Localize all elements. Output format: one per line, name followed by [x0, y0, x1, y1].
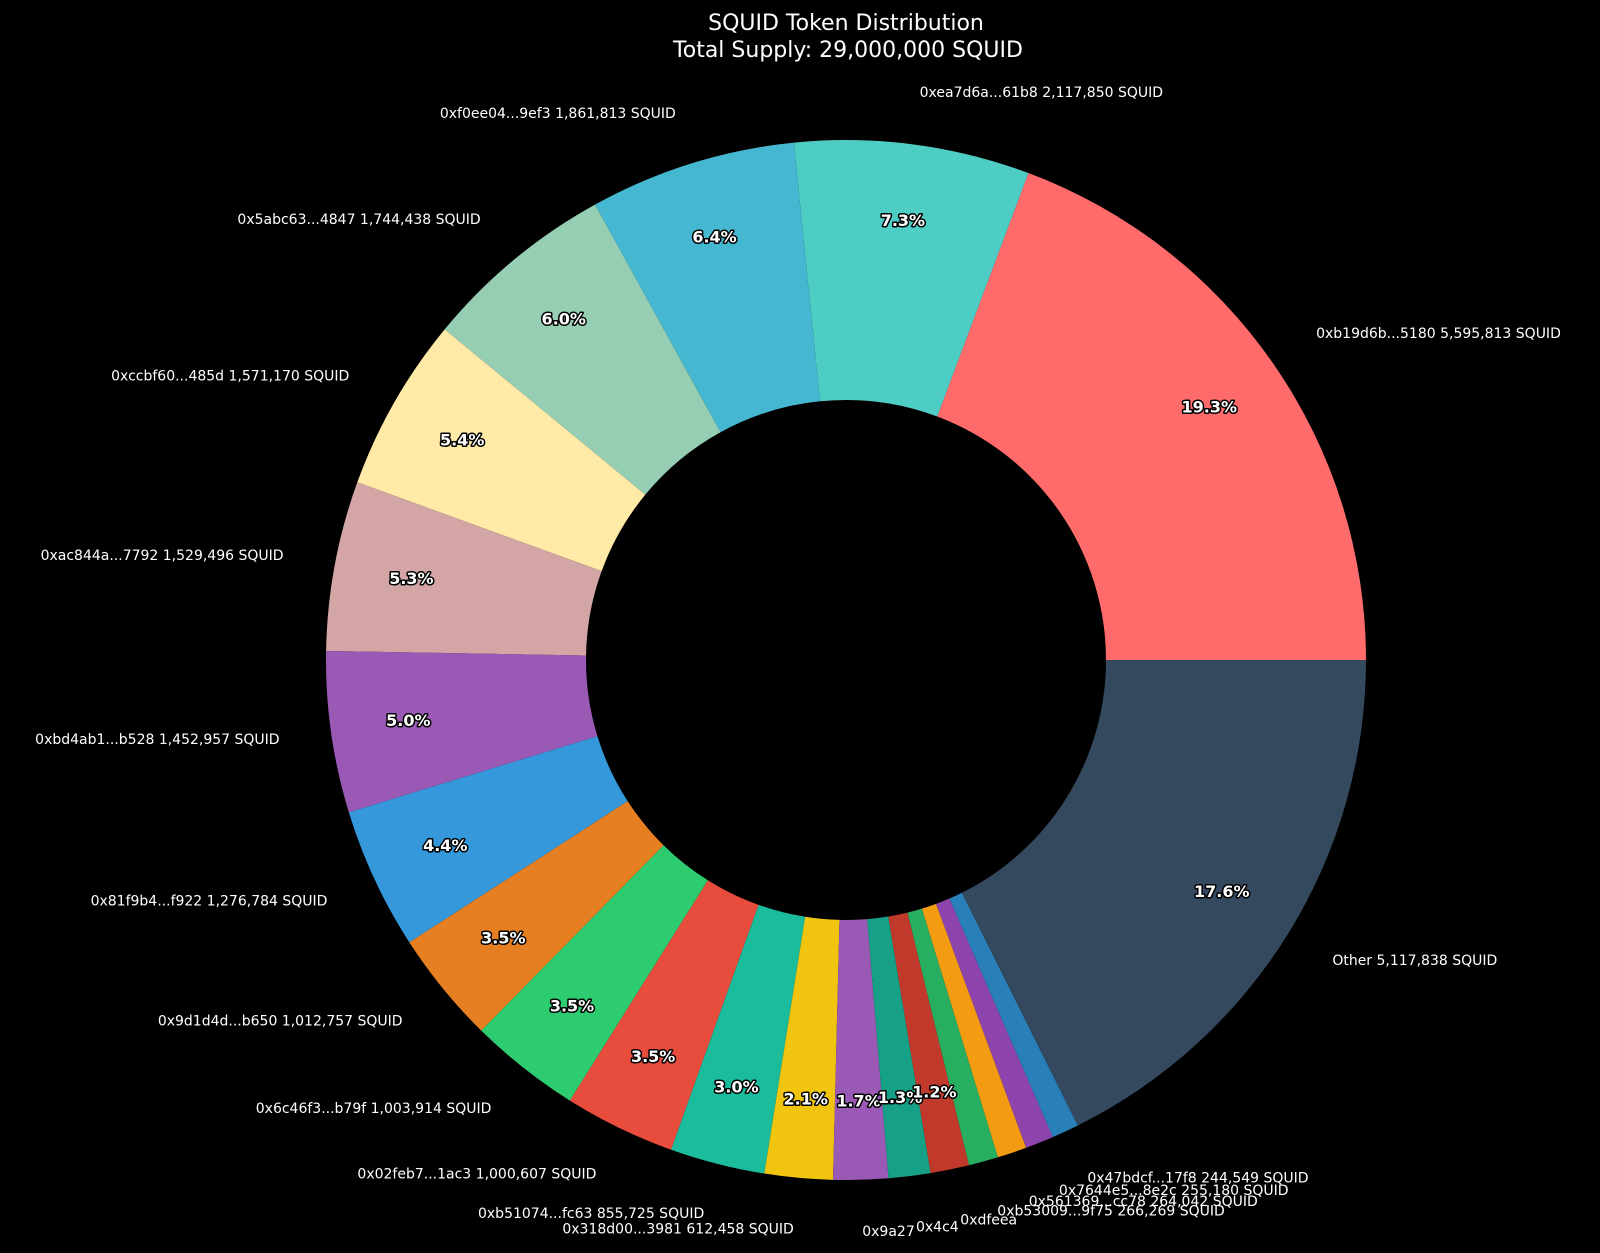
slice-label: 0xdfeea — [960, 1212, 1017, 1228]
slice-label: 0x02feb7...1ac3 1,000,607 SQUID — [357, 1167, 596, 1183]
slice-label: 0x81f9b4...f922 1,276,784 SQUID — [91, 893, 328, 909]
pie-slice — [481, 845, 708, 1101]
slice-percent-label: 1.3% — [878, 1088, 922, 1107]
slice-percent-label: 3.0% — [714, 1078, 758, 1097]
slice-percent-label: 7.3% — [881, 211, 925, 230]
slice-label: Other 5,117,838 SQUID — [1332, 953, 1497, 969]
slice-percent-label: 6.0% — [542, 309, 586, 328]
pie-slice — [764, 916, 840, 1180]
slice-label: 0x561369...cc78 264,042 SQUID — [1029, 1194, 1258, 1210]
pie-slice — [569, 880, 759, 1150]
slice-label: 0x9a27 — [862, 1224, 915, 1240]
pie-slice — [921, 903, 1027, 1158]
pie-slice — [936, 898, 1053, 1148]
slice-label: 0x318d00...3981 612,458 SQUID — [562, 1222, 793, 1238]
pie-slice — [595, 142, 820, 433]
pie-slice — [348, 736, 628, 943]
slice-label: 0xf0ee04...9ef3 1,861,813 SQUID — [440, 106, 676, 122]
pie-slice — [888, 912, 970, 1174]
slice-percent-label: 5.4% — [440, 430, 484, 449]
percentage-labels: 19.3% 7.3% 6.4% 6.0% 5.4% 5.3% 5.0% 4.4% 3.5% 3.5… — [385, 210, 1251, 1112]
slice-percent-label: 3.5% — [631, 1047, 675, 1066]
pie-slice — [793, 140, 1029, 417]
pie-slice — [949, 892, 1078, 1138]
slice-label: 0xbd4ab1...b528 1,452,957 SQUID — [35, 732, 279, 748]
slice-label: 0xb53009...9f75 266,269 SQUID — [997, 1204, 1224, 1220]
slice-percent-label: 5.3% — [389, 569, 433, 588]
pie-slices — [326, 140, 1366, 1180]
slice-label: 0xccbf60...485d 1,571,170 SQUID — [111, 368, 349, 384]
slice-percent-label: 6.4% — [692, 228, 736, 247]
slice-percent-label: 19.3% — [1181, 398, 1237, 417]
pie-slice — [326, 482, 602, 656]
slice-labels: 0xb19d6b...5180 5,595,813 SQUID 0xea7d6a.… — [35, 85, 1561, 1240]
slice-label: 0xb19d6b...5180 5,595,813 SQUID — [1316, 326, 1561, 342]
pie-slice — [326, 650, 598, 813]
slice-label: 0x9d1d4d...b650 1,012,757 SQUID — [158, 1013, 403, 1029]
slice-percent-label: 3.5% — [550, 996, 594, 1015]
pie-slice — [671, 904, 806, 1174]
slice-percent-label: 17.6% — [1194, 882, 1250, 901]
pie-slice — [444, 204, 721, 495]
slice-percent-label: 4.4% — [423, 836, 467, 855]
chart-title: SQUID Token Distribution — [708, 11, 984, 36]
slice-label: 0xac844a...7792 1,529,496 SQUID — [41, 548, 284, 564]
slice-percent-label: 2.1% — [783, 1090, 827, 1109]
pie-slice — [832, 919, 889, 1180]
pie-slice — [907, 908, 998, 1166]
slice-label: 0x47bdcf...17f8 244,549 SQUID — [1087, 1171, 1308, 1187]
slice-label: 0x7644e5...8e2c 255,180 SQUID — [1059, 1183, 1289, 1199]
pie-slice — [867, 916, 931, 1179]
slice-label: 0x4c4 — [916, 1220, 959, 1236]
pie-slice — [357, 329, 646, 572]
slice-label: 0xea7d6a...61b8 2,117,850 SQUID — [920, 85, 1163, 101]
slice-label: 0xb51074...fc63 855,725 SQUID — [478, 1206, 704, 1222]
slice-percent-label: 5.0% — [386, 711, 430, 730]
slice-percent-label: 3.5% — [481, 929, 525, 948]
slice-label: 0x5abc63...4847 1,744,438 SQUID — [237, 212, 480, 228]
pie-slice — [409, 801, 664, 1031]
pie-slice — [937, 173, 1366, 660]
slice-percent-label: 1.7% — [836, 1091, 880, 1110]
slice-label: 0x6c46f3...b79f 1,003,914 SQUID — [256, 1101, 492, 1117]
pie-slice — [961, 660, 1366, 1126]
slice-percent-label: 1.2% — [912, 1083, 956, 1102]
chart-subtitle: Total Supply: 29,000,000 SQUID — [672, 38, 1023, 63]
